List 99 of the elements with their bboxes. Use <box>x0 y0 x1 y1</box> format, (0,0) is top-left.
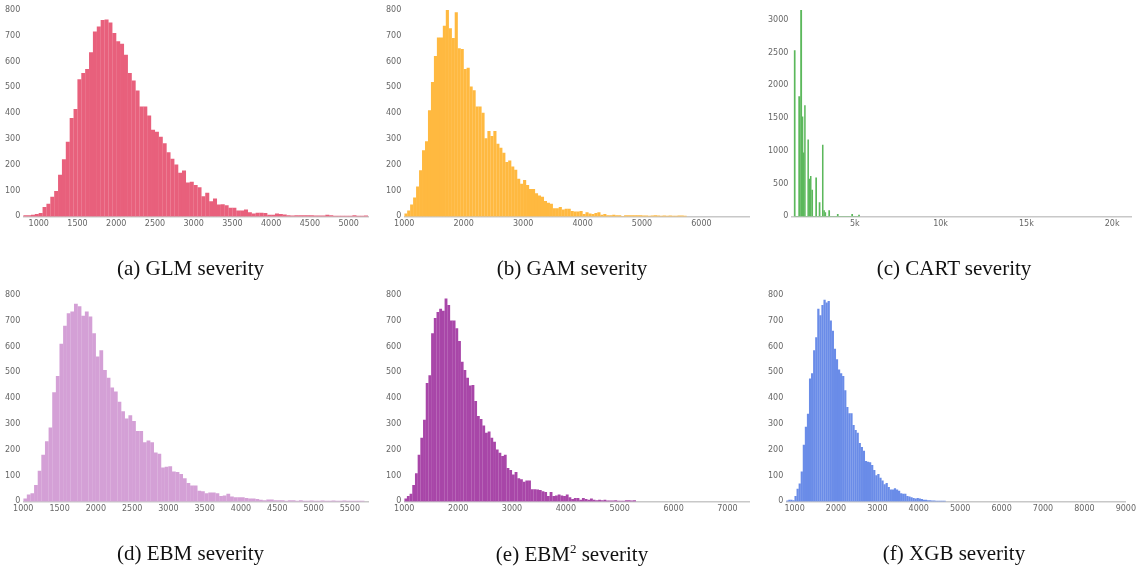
y-tick-label: 800 <box>4 290 21 300</box>
x-tick-label: 3000 <box>501 504 523 514</box>
y-tick-label: 400 <box>4 393 21 403</box>
y-tick-label: 600 <box>385 56 402 66</box>
x-tick-label: 2500 <box>121 504 143 514</box>
x-tick-label: 5k <box>849 219 861 229</box>
x-tick-label: 1500 <box>49 504 70 514</box>
x-tick-label: 3000 <box>158 504 179 514</box>
y-tick-label: 700 <box>385 30 402 40</box>
x-tick-label: 4000 <box>260 219 282 229</box>
x-tick-label: 6000 <box>663 504 684 514</box>
y-tick-label: 200 <box>4 444 21 454</box>
y-tick-label: 0 <box>396 211 402 221</box>
x-tick-label: 3000 <box>512 219 534 229</box>
x-tick-label: 8000 <box>1074 504 1095 514</box>
text: (b) GAM severity <box>495 256 649 281</box>
x-tick-label: 2500 <box>144 219 166 229</box>
y-tick-label: 800 <box>385 290 402 300</box>
x-tick-label: 2000 <box>106 219 127 229</box>
x-tick-label: 9000 <box>1115 504 1136 514</box>
y-tick-label: 500 <box>4 367 21 377</box>
x-tick-label: 2000 <box>453 219 474 229</box>
y-tick-label: 100 <box>4 470 21 480</box>
x-tick-label: 5000 <box>609 504 630 514</box>
x-tick-label: 20k <box>1104 219 1120 229</box>
x-tick-label: 7000 <box>717 504 738 514</box>
text: (c) CART severity <box>875 256 1033 281</box>
y-tick-label: 300 <box>385 419 402 429</box>
y-tick-label: 500 <box>773 178 789 188</box>
y-tick-label: 400 <box>4 108 21 118</box>
x-tick-label: 3000 <box>183 219 204 229</box>
y-tick-label: 1500 <box>768 113 789 123</box>
y-tick-label: 800 <box>385 5 402 15</box>
x-tick-label: 4000 <box>555 504 577 514</box>
y-tick-label: 0 <box>15 496 21 506</box>
text: (f) XGB severity <box>881 541 1027 566</box>
x-tick-label: 4000 <box>572 219 593 229</box>
y-tick-label: 300 <box>385 134 402 144</box>
y-tick-label: 0 <box>783 211 789 221</box>
y-tick-label: 0 <box>396 496 402 506</box>
y-tick-label: 300 <box>4 419 21 429</box>
y-tick-label: 600 <box>767 341 784 351</box>
y-tick-label: 500 <box>385 82 402 92</box>
y-tick-label: 200 <box>385 444 402 454</box>
y-tick-label: 2000 <box>768 80 789 90</box>
y-tick-label: 3000 <box>768 14 789 24</box>
x-tick-label: 5000 <box>950 504 971 514</box>
x-tick-label: 2000 <box>825 504 847 514</box>
x-tick-label: 5000 <box>338 219 359 229</box>
x-tick-label: 4000 <box>230 504 252 514</box>
x-tick-label: 6000 <box>991 504 1012 514</box>
text: (e) EBM$^{2}$ severity <box>494 541 650 567</box>
y-tick-label: 300 <box>4 134 21 144</box>
y-tick-label: 2500 <box>768 47 789 57</box>
x-tick-label: 6000 <box>691 219 712 229</box>
x-tick-label: 5500 <box>339 504 361 514</box>
y-tick-label: 700 <box>767 315 784 325</box>
x-tick-label: 4500 <box>299 219 321 229</box>
x-tick-label: 15k <box>1018 219 1035 229</box>
y-tick-label: 200 <box>385 159 402 169</box>
y-tick-label: 300 <box>767 419 784 429</box>
y-tick-label: 1000 <box>768 145 789 155</box>
x-tick-label: 4000 <box>908 504 929 514</box>
y-tick-label: 400 <box>385 393 402 403</box>
x-tick-label: 7000 <box>1032 504 1054 514</box>
y-tick-label: 500 <box>4 82 21 92</box>
y-tick-label: 400 <box>767 393 784 403</box>
y-tick-label: 100 <box>385 185 402 195</box>
x-tick-label: 5000 <box>631 219 653 229</box>
x-tick-label: 3000 <box>867 504 888 514</box>
x-tick-label: 10k <box>933 219 949 229</box>
y-tick-label: 700 <box>385 315 402 325</box>
y-tick-label: 100 <box>4 185 21 195</box>
y-tick-label: 400 <box>385 108 402 118</box>
x-tick-label: 2000 <box>447 504 469 514</box>
y-tick-label: 0 <box>778 496 784 506</box>
y-tick-label: 600 <box>4 341 21 351</box>
x-tick-label: 4500 <box>267 504 288 514</box>
x-tick-label: 1000 <box>28 219 49 229</box>
text: (d) EBM severity <box>116 541 265 566</box>
y-tick-label: 500 <box>385 367 402 377</box>
y-tick-label: 800 <box>767 290 784 300</box>
x-tick-label: 2000 <box>85 504 107 514</box>
y-tick-label: 600 <box>4 56 21 66</box>
y-tick-label: 200 <box>4 159 21 169</box>
x-tick-label: 3500 <box>222 219 243 229</box>
x-tick-label: 5000 <box>303 504 324 514</box>
y-tick-label: 200 <box>767 444 784 454</box>
y-tick-label: 100 <box>767 470 784 480</box>
y-tick-label: 700 <box>4 315 21 325</box>
x-tick-label: 3500 <box>194 504 215 514</box>
y-tick-label: 500 <box>767 367 784 377</box>
text: (a) GLM severity <box>116 256 265 281</box>
y-tick-label: 600 <box>385 341 402 351</box>
y-tick-label: 700 <box>4 30 21 40</box>
y-tick-label: 800 <box>4 5 21 15</box>
y-tick-label: 100 <box>385 470 402 480</box>
x-tick-label: 1500 <box>67 219 88 229</box>
y-tick-label: 0 <box>15 211 21 221</box>
